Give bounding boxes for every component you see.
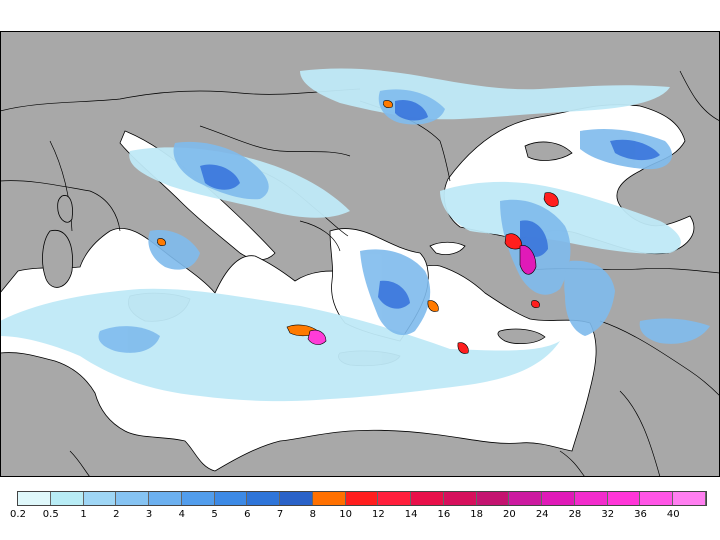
crimea <box>524 141 573 161</box>
legend-swatch <box>181 492 215 505</box>
marmara-sea <box>429 241 466 255</box>
legend-tick-label: 5 <box>211 509 218 520</box>
legend-tick-label: 12 <box>372 509 385 520</box>
core-rhodes-red <box>457 342 469 354</box>
core-aegean-orange <box>427 300 439 312</box>
legend-swatch <box>542 492 575 505</box>
precipitation-map <box>0 31 720 477</box>
legend-tick-label: 28 <box>568 509 582 520</box>
legend-tick-label: 40 <box>666 509 680 520</box>
legend-tick-label: 10 <box>339 509 352 520</box>
core-romania-orange <box>383 100 393 108</box>
legend-swatch <box>476 492 510 505</box>
core-italy-orange <box>157 238 166 246</box>
legend-tick-label: 16 <box>437 509 451 520</box>
legend-tick-label: 1 <box>80 509 87 520</box>
legend-tick-label: 6 <box>244 509 251 520</box>
legend-tick-label: 4 <box>178 509 185 520</box>
legend-bar <box>17 491 707 506</box>
legend-swatch <box>312 492 346 505</box>
legend-tick-label: 18 <box>470 509 484 520</box>
cyprus <box>497 328 546 345</box>
legend-swatch <box>116 492 150 505</box>
legend-tick-label: 0.5 <box>42 509 59 520</box>
legend-tick-label: 8 <box>309 509 317 520</box>
legend-tick-label: 32 <box>601 509 615 520</box>
legend-swatch <box>574 492 608 505</box>
legend-swatch <box>83 492 117 505</box>
legend-tick-label: 0.2 <box>10 509 26 520</box>
legend-tick-label: 2 <box>113 509 120 520</box>
legend-tick-label: 3 <box>145 509 153 520</box>
legend-swatch <box>247 492 281 505</box>
legend-swatch <box>149 492 182 505</box>
legend-swatch <box>345 492 379 505</box>
legend-tick-label: 20 <box>503 509 516 520</box>
legend-tick-label: 7 <box>276 509 284 520</box>
legend-swatch <box>673 492 706 505</box>
legend-swatch <box>443 492 477 505</box>
legend-swatch <box>214 492 248 505</box>
map-canvas <box>0 31 720 477</box>
core-blacksea-red <box>543 192 559 207</box>
legend-swatch <box>280 492 313 505</box>
legend-tick-label: 24 <box>535 509 549 520</box>
legend-swatch <box>509 492 543 505</box>
legend-swatch <box>640 492 674 505</box>
legend-swatch <box>607 492 641 505</box>
precip-extreme-cores <box>157 100 559 354</box>
corsica <box>57 195 73 223</box>
legend-tick-label: 14 <box>404 509 418 520</box>
core-peloponnese-magenta <box>307 329 327 345</box>
legend-swatch <box>411 492 444 505</box>
legend-swatch <box>18 492 51 505</box>
core-turkey-magenta <box>519 245 537 275</box>
legend-tick-label: 36 <box>634 509 647 520</box>
core-cilicia-red <box>531 300 540 308</box>
legend-swatch <box>378 492 412 505</box>
legend-swatch <box>50 492 84 505</box>
precipitation-legend: 0.2 0.5 1 2 3 4 5 6 7 8 10 12 14 16 18 20 24 28 32 36 40 <box>0 489 720 529</box>
sardinia <box>42 229 73 288</box>
